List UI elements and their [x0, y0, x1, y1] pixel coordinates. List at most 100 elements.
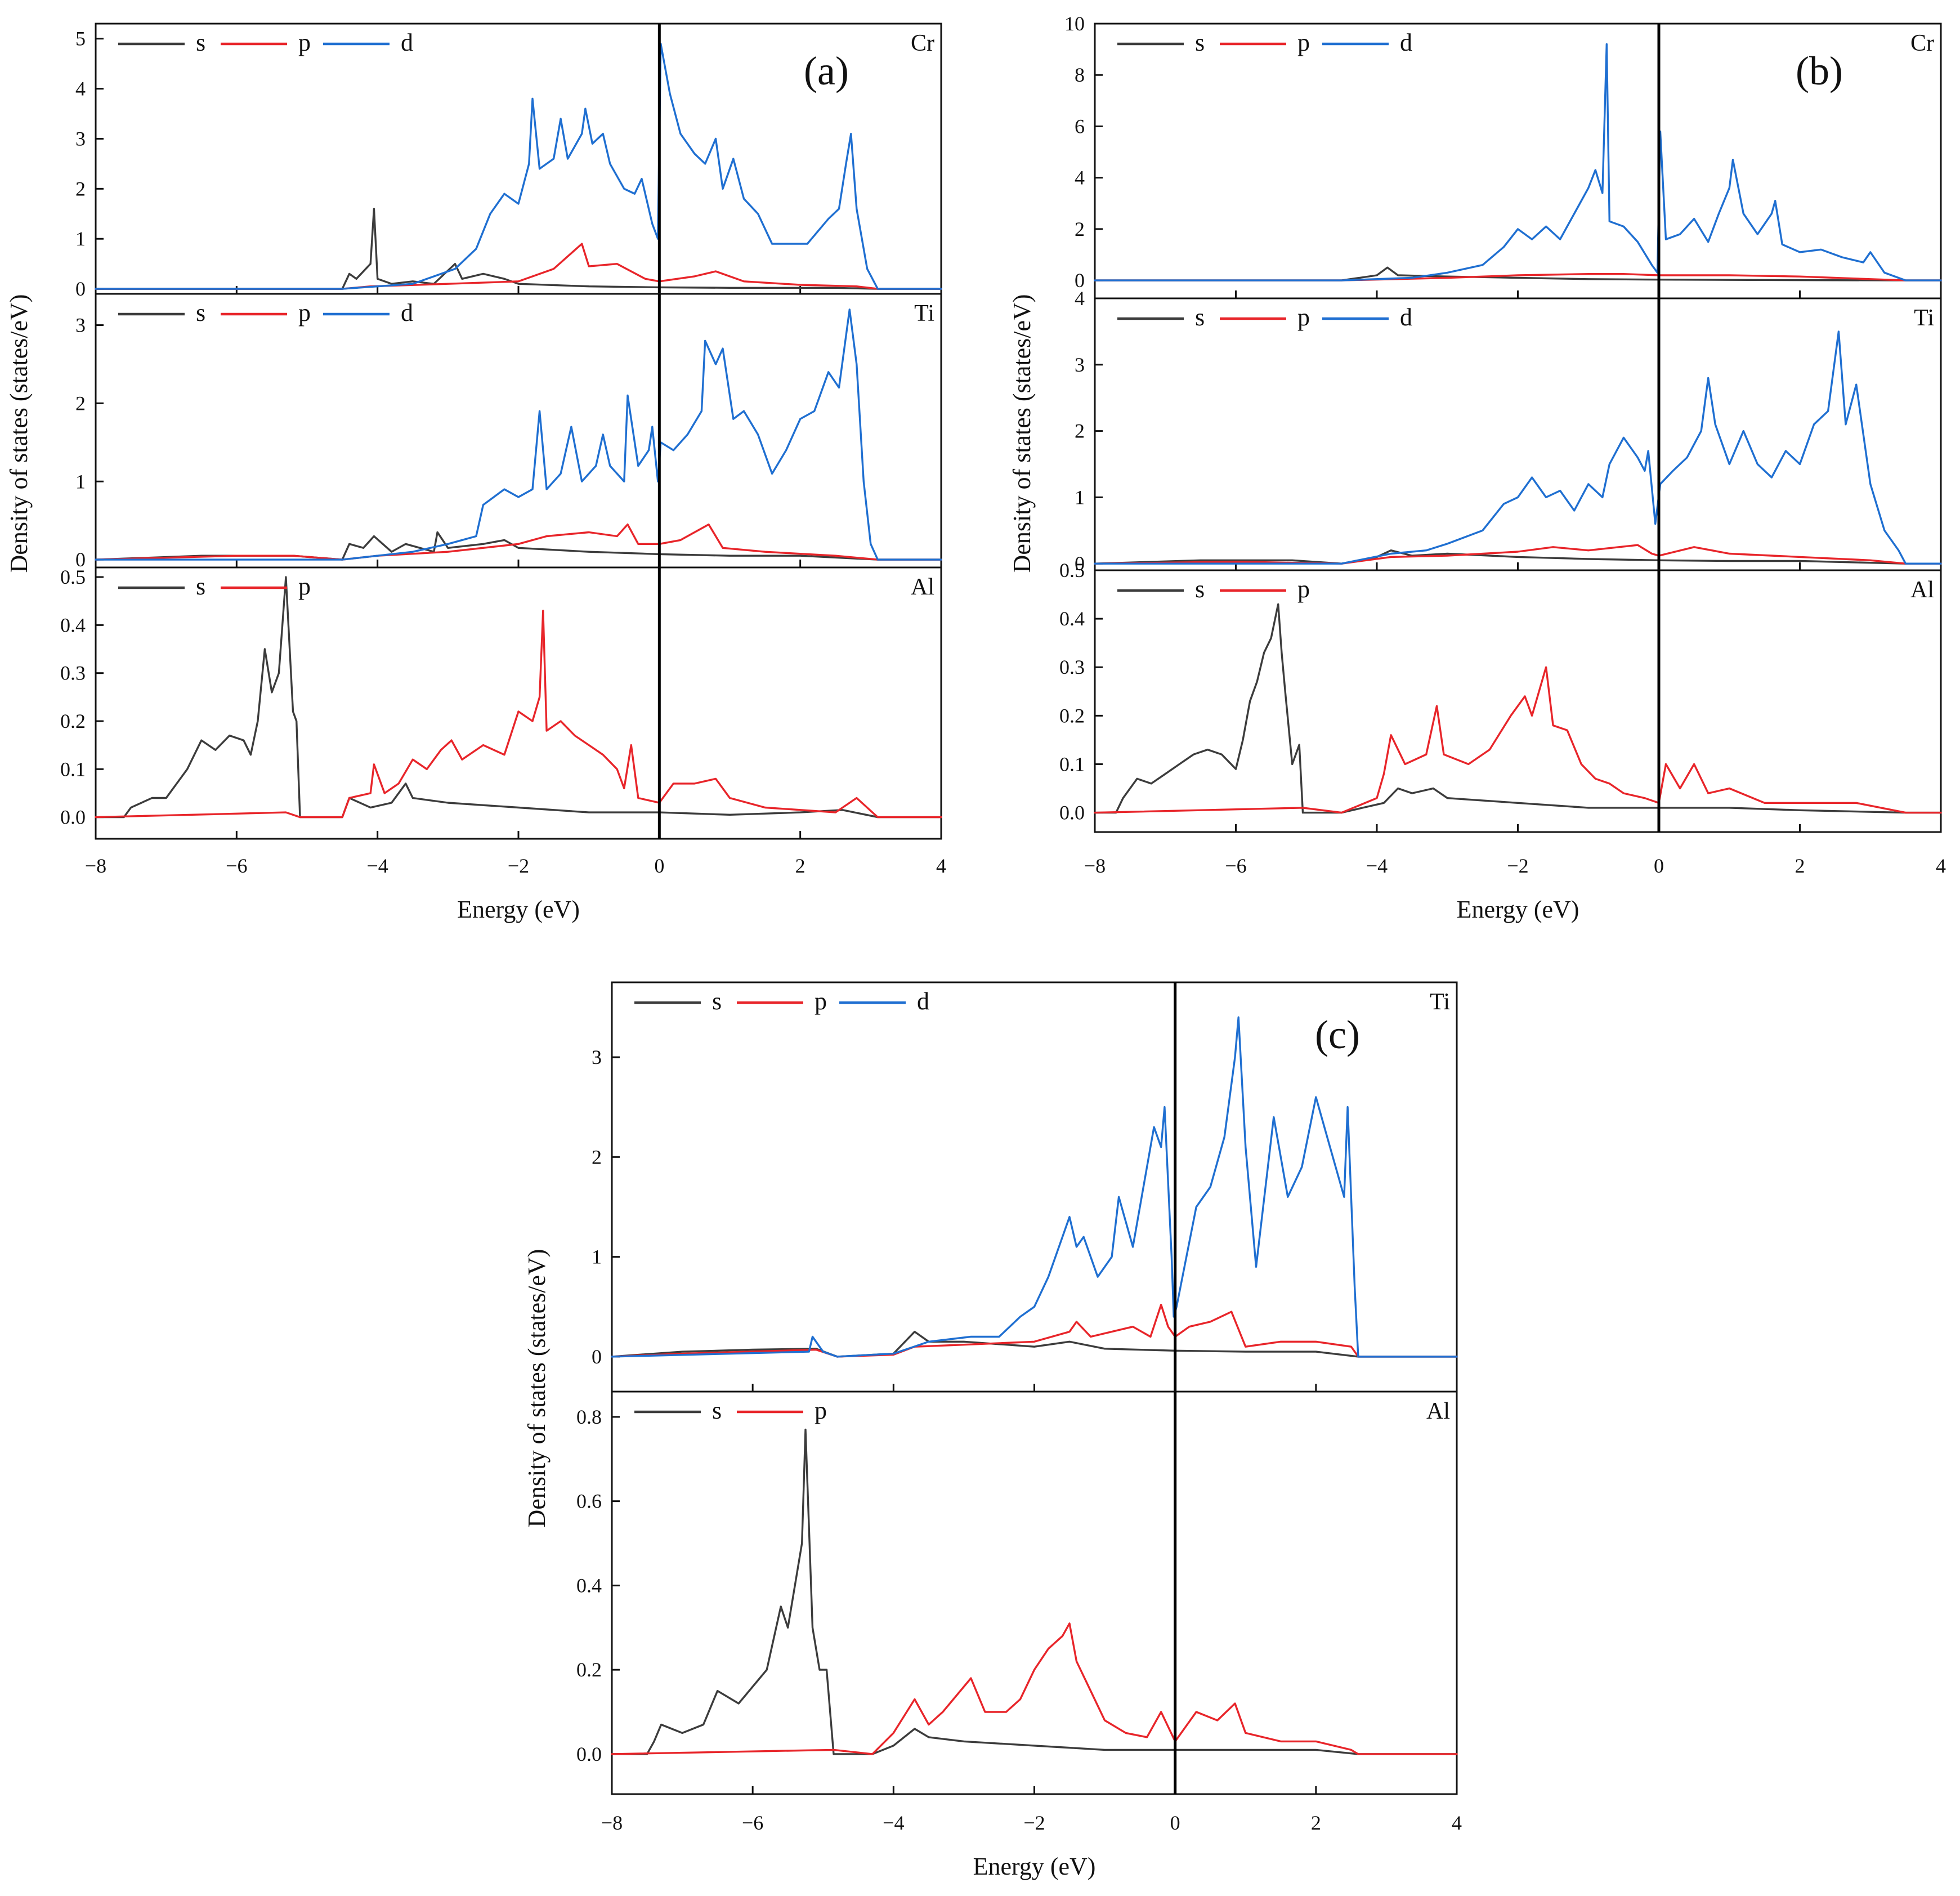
- series-line-d: [611, 1016, 1458, 1358]
- y-tick-label: 0: [1075, 269, 1085, 292]
- legend-label-s: s: [196, 573, 205, 600]
- series-line-d: [1094, 330, 1942, 565]
- y-tick-label: 2: [75, 392, 86, 414]
- subplot-al: 0.00.20.40.60.8 s p Al: [576, 1390, 1458, 1795]
- legend-label-d: d: [1400, 29, 1412, 56]
- y-tick-label: 8: [1075, 64, 1085, 86]
- panel-letter: (c): [1315, 1012, 1360, 1057]
- legend-label-s: s: [196, 299, 205, 327]
- x-tick-label: −2: [1023, 1812, 1045, 1834]
- element-label-ti: Ti: [1914, 305, 1934, 331]
- series-line-s: [95, 576, 942, 819]
- element-label-ti: Ti: [1430, 989, 1450, 1015]
- y-tick-label: 0: [592, 1345, 602, 1368]
- series-line-p: [95, 243, 942, 290]
- y-tick-label: 4: [1075, 287, 1085, 310]
- series-line-p: [95, 523, 942, 561]
- subplot-frame: [1094, 297, 1942, 571]
- y-tick-label: 0.0: [1059, 802, 1085, 824]
- y-tick-label: 0.2: [576, 1658, 602, 1681]
- legend-label-s: s: [1195, 29, 1205, 56]
- y-axis-title: Density of states (states/eV): [523, 1249, 551, 1528]
- y-tick-label: 1: [75, 227, 86, 250]
- y-tick-label: 0.5: [1059, 559, 1085, 582]
- y-tick-label: 2: [592, 1146, 602, 1168]
- series-line-s: [1094, 603, 1942, 814]
- series-line-s: [95, 208, 942, 290]
- y-tick-label: 2: [1075, 420, 1085, 442]
- series-line-s: [611, 1330, 1458, 1358]
- series-line-p: [611, 1622, 1458, 1755]
- y-tick-label: 3: [75, 127, 86, 150]
- series-line-p: [95, 610, 942, 819]
- legend-label-p: p: [298, 573, 311, 600]
- legend-label-p: p: [298, 29, 311, 56]
- x-tick-label: 2: [1795, 855, 1805, 877]
- y-tick-label: 0.3: [60, 662, 86, 685]
- legend-label-p: p: [815, 987, 827, 1015]
- legend-label-s: s: [712, 987, 722, 1015]
- y-tick-label: 6: [1075, 115, 1085, 137]
- y-tick-label: 10: [1064, 12, 1085, 35]
- x-tick-label: −4: [367, 855, 388, 877]
- x-axis-title: Energy (eV): [457, 896, 580, 923]
- y-tick-label: 0.1: [60, 758, 86, 780]
- legend-label-p: p: [1297, 303, 1310, 331]
- y-tick-label: 1: [1075, 486, 1085, 508]
- x-tick-label: −8: [85, 855, 106, 877]
- series-line-s: [1094, 266, 1942, 281]
- legend-label-p: p: [298, 299, 311, 327]
- y-tick-label: 0.1: [1059, 753, 1085, 775]
- y-tick-label: 0: [75, 278, 86, 300]
- x-tick-label: 2: [1311, 1812, 1321, 1834]
- element-label-cr: Cr: [1910, 30, 1934, 56]
- y-tick-label: 0.0: [576, 1743, 602, 1765]
- series-line-p: [1094, 666, 1942, 814]
- x-tick-label: 0: [654, 855, 664, 877]
- y-tick-label: 2: [75, 177, 86, 200]
- series-line-p: [1094, 544, 1942, 565]
- x-tick-label: 0: [1654, 855, 1664, 877]
- y-tick-label: 3: [592, 1046, 602, 1068]
- y-tick-label: 2: [1075, 218, 1085, 240]
- legend-label-d: d: [917, 987, 929, 1015]
- subplot-frame: [95, 566, 942, 840]
- subplot-ti: 0 1 2 3 s p d Ti: [75, 293, 942, 571]
- y-tick-label: 1: [75, 470, 86, 493]
- y-tick-label: 0.6: [576, 1490, 602, 1513]
- x-tick-label: −6: [226, 855, 247, 877]
- legend-label-p: p: [815, 1397, 827, 1424]
- element-label-ti: Ti: [914, 301, 934, 327]
- y-tick-label: 4: [75, 78, 86, 100]
- series-line-s: [95, 531, 942, 561]
- legend-label-p: p: [1297, 29, 1310, 56]
- y-tick-label: 3: [1075, 354, 1085, 376]
- y-tick-label: 0.3: [1059, 656, 1085, 678]
- legend-label-d: d: [401, 299, 413, 327]
- x-tick-label: 4: [1936, 855, 1946, 877]
- y-tick-label: 0.2: [1059, 704, 1085, 727]
- y-axis-title: Density of states (states/eV): [5, 294, 33, 573]
- y-tick-label: 0.4: [1059, 607, 1085, 630]
- x-tick-label: 0: [1170, 1812, 1180, 1834]
- y-axis-title: Density of states (states/eV): [1008, 294, 1036, 573]
- y-tick-label: 3: [75, 314, 86, 337]
- y-tick-label: 0.4: [60, 614, 86, 636]
- legend-label-s: s: [1195, 575, 1205, 603]
- x-tick-label: 2: [795, 855, 806, 877]
- y-tick-label: 4: [1075, 167, 1085, 189]
- legend-label-s: s: [712, 1397, 722, 1424]
- x-tick-label: −2: [1507, 855, 1528, 877]
- element-label-al: Al: [1910, 577, 1934, 603]
